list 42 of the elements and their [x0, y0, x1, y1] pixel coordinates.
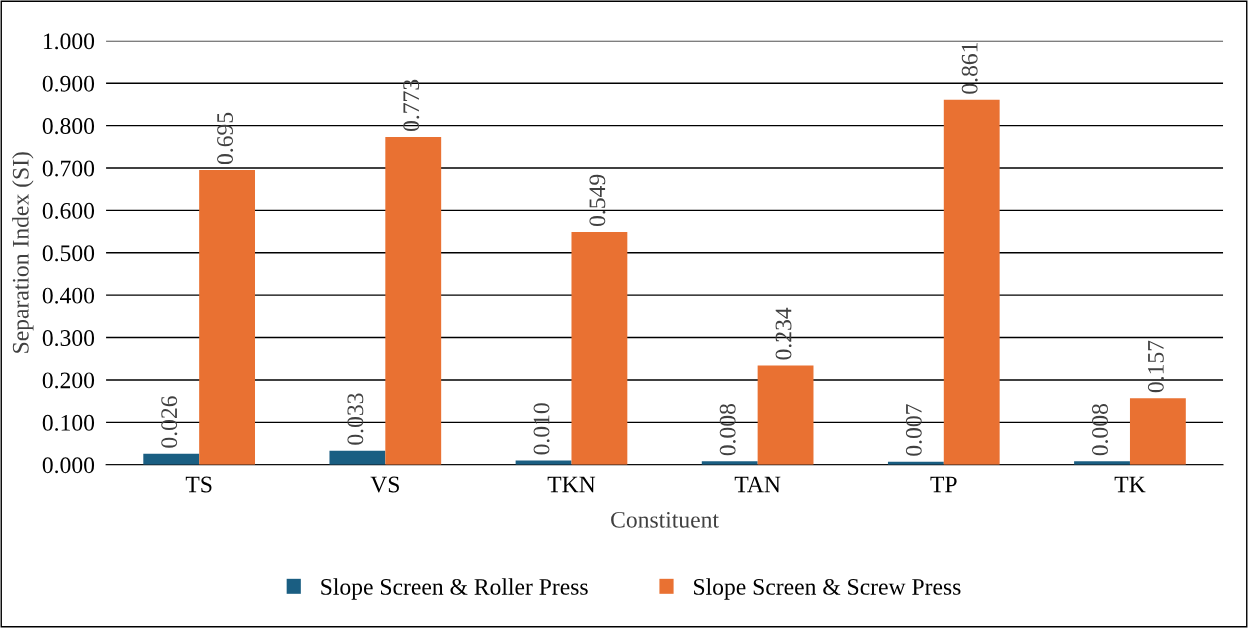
legend-label: Slope Screen & Roller Press [321, 578, 588, 600]
bar [571, 232, 628, 465]
data-label: 0.157 [1147, 340, 1164, 393]
y-tick-label: 1.000 [43, 33, 95, 50]
x-tick-label: TK [1114, 476, 1146, 493]
x-tick-label: TKN [547, 476, 596, 493]
x-axis-title: Constituent [611, 511, 719, 528]
data-label: 0.033 [347, 393, 364, 445]
data-label: 0.008 [1092, 404, 1109, 456]
legend-label: Slope Screen & Screw Press [694, 578, 961, 600]
data-label: 0.007 [905, 404, 922, 456]
data-label: 0.234 [775, 307, 792, 360]
data-label: 0.010 [533, 403, 550, 455]
x-tick-label: TS [185, 476, 212, 493]
y-tick-label: 0.900 [42, 75, 95, 92]
data-label: 0.549 [589, 174, 606, 227]
bar [1129, 398, 1186, 465]
y-tick-label: 0.300 [42, 330, 95, 347]
bar [757, 365, 814, 465]
y-tick-label: 0.600 [42, 202, 95, 219]
data-label: 0.026 [161, 396, 178, 448]
y-tick-label: 0.000 [42, 457, 95, 474]
data-label: 0.773 [403, 79, 420, 132]
data-label: 0.695 [217, 112, 234, 165]
x-tick-label: TAN [734, 476, 781, 493]
y-tick-label: 0.500 [42, 245, 95, 262]
bar [143, 453, 200, 465]
data-label: 0.861 [961, 42, 978, 94]
y-tick-label: 0.100 [42, 414, 95, 431]
y-tick-label: 0.800 [42, 118, 95, 135]
bar [329, 450, 386, 465]
x-tick-label: VS [370, 476, 399, 493]
y-tick-label: 0.400 [42, 287, 95, 304]
bar [199, 170, 256, 465]
data-label: 0.008 [719, 404, 736, 456]
y-tick-label: 0.700 [42, 160, 95, 177]
x-tick-label: TP [930, 476, 957, 493]
bar [385, 137, 442, 465]
bar [515, 460, 572, 465]
y-axis-title: Separation Index (SI) [12, 152, 34, 353]
y-tick-label: 0.200 [42, 372, 95, 389]
bar [943, 99, 1000, 465]
